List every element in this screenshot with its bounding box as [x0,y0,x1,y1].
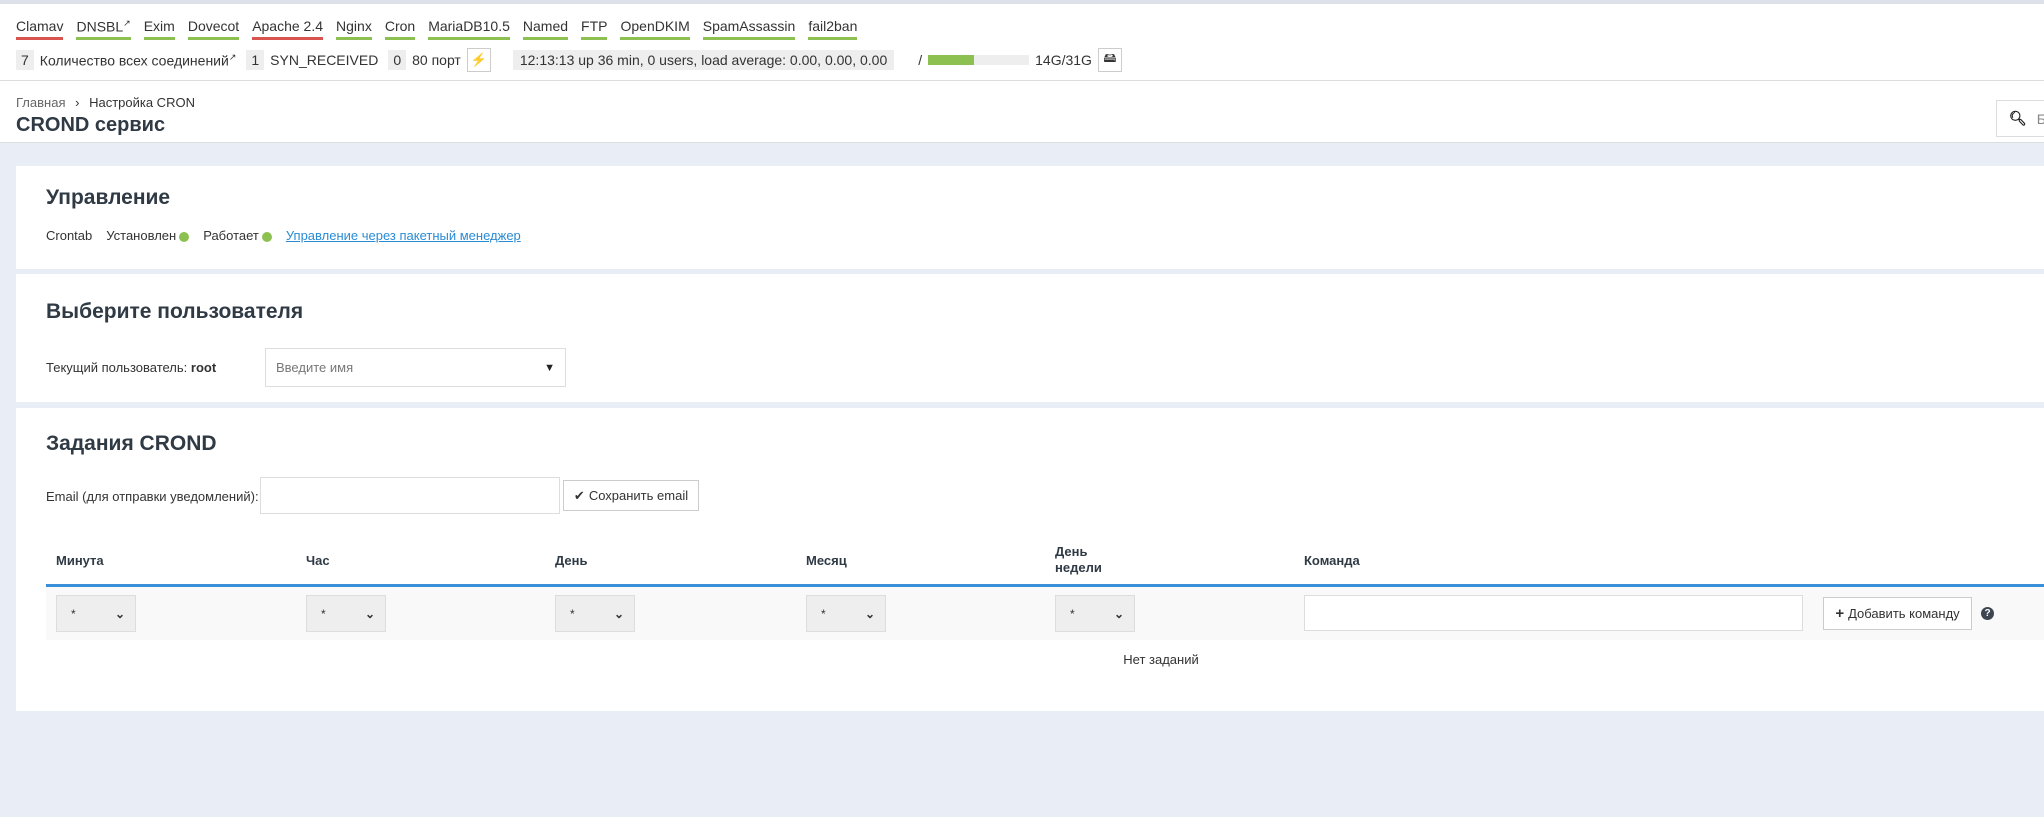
service-cron[interactable]: Cron [384,18,416,40]
chevron-down-icon: ⌄ [1113,606,1124,621]
select-weekday[interactable]: * ⌄ [1055,595,1135,632]
management-title: Управление [46,186,171,209]
breadcrumb-home[interactable]: Главная [16,95,66,110]
plus-icon: + [1835,605,1845,622]
hdd-icon[interactable]: 🖴 [1097,48,1122,72]
user-select-placeholder: Введите имя [276,360,354,375]
select-value: * [71,606,76,621]
col-hour: Час [306,553,330,568]
page-title: CROND сервис [16,114,166,136]
user-title: Выберите пользователя [46,300,304,323]
disk-usage-bar [928,55,1030,65]
jobs-card: Задания CROND Email (для отправки уведом… [16,408,2044,711]
service-dnsbl[interactable]: DNSBL↗ [76,18,131,40]
caret-down-icon: ▼ [544,361,555,374]
chevron-down-icon: ⌄ [613,606,624,621]
chevron-down-icon: ⌄ [864,606,875,621]
col-weekday: День недели [1055,544,1102,575]
select-value: * [1070,606,1075,621]
server-stats: 7 Количество всех соединений↗ 1 SYN_RECE… [16,48,1122,72]
syn-count: 1 [246,50,265,70]
breadcrumb-current: Настройка CRON [89,95,195,110]
command-input[interactable] [1304,595,1803,631]
select-value: * [321,606,326,621]
chevron-down-icon: ⌄ [114,606,125,621]
installed-status: Установлен [106,228,190,243]
select-hour[interactable]: * ⌄ [306,595,386,632]
connections-count: 7 [16,50,34,70]
crontab-status: Crontab Установлен Работает Управление ч… [46,228,521,243]
uptime: 12:13:13 up 36 min, 0 users, load averag… [512,50,895,70]
col-month: Месяц [806,553,847,568]
current-user-value: root [190,360,217,375]
add-command-button[interactable]: + Добавить команду [1823,597,1972,630]
crontab-label: Crontab [46,228,93,243]
package-manager-link[interactable]: Управление через пакетный менеджер [285,228,521,243]
user-select[interactable]: Введите имя ▼ [265,348,566,387]
search-box[interactable]: 🔍︎ Б [1996,100,2044,137]
service-dovecot[interactable]: Dovecot [187,18,240,40]
syn-label: SYN_RECEIVED [270,52,379,68]
service-ftp[interactable]: FTP [581,18,608,40]
chevron-down-icon: ⌄ [364,606,375,621]
check-icon: ✔ [573,487,585,503]
disk-mount: / [918,52,923,68]
plug-icon[interactable]: ⚡ [466,48,491,72]
services-list: Clamav DNSBL↗ Exim Dovecot Apache 2.4 Nginx Cr… [16,18,858,40]
search-placeholder: Б [2036,110,2044,127]
service-nginx[interactable]: Nginx [336,18,372,40]
col-minute: Минута [56,553,104,568]
port-label: 80 порт [412,52,461,68]
port-count: 0 [388,50,407,70]
service-spamassassin[interactable]: SpamAssassin [702,18,796,40]
service-apache-2-4[interactable]: Apache 2.4 [252,18,324,40]
service-clamav[interactable]: Clamav [16,18,64,40]
select-value: * [570,606,575,621]
col-day: День [555,553,588,568]
divider [0,80,2044,81]
service-named[interactable]: Named [522,18,569,40]
chevron-right-icon: › [75,95,80,110]
user-card: Выберите пользователя Текущий пользовате… [16,274,2044,402]
email-input[interactable] [260,477,560,514]
disk-label: 14G/31G [1035,52,1092,68]
top-bar: Clamav DNSBL↗ Exim Dovecot Apache 2.4 Nginx Cr… [0,0,2044,143]
current-user: Текущий пользователь: root [46,360,217,375]
table-header-line [46,584,2044,587]
breadcrumb: Главная › Настройка CRON [16,95,195,110]
jobs-title: Задания CROND [46,432,217,455]
select-day[interactable]: * ⌄ [555,595,635,632]
select-value: * [821,606,826,621]
empty-message: Нет заданий [1123,652,1199,667]
external-link-icon: ↗ [123,18,131,28]
help-icon[interactable]: ? [1981,607,1994,620]
connections-link[interactable]: Количество всех соединений↗ [39,51,237,69]
service-exim[interactable]: Exim [143,18,175,40]
col-command: Команда [1304,553,1360,568]
save-email-button[interactable]: ✔ Сохранить email [563,480,699,511]
service-fail2ban[interactable]: fail2ban [808,18,858,40]
external-link-icon: ↗ [228,51,237,62]
running-status: Работает [203,228,272,243]
email-label: Email (для отправки уведомлений): [46,489,259,504]
status-dot-icon [261,231,272,242]
status-dot-icon [179,231,190,242]
search-icon: 🔍︎ [2009,110,2027,126]
select-month[interactable]: * ⌄ [806,595,886,632]
service-mariadb10-5[interactable]: MariaDB10.5 [428,18,510,40]
management-card: Управление Crontab Установлен Работает У… [16,166,2044,269]
select-minute[interactable]: * ⌄ [56,595,136,632]
service-opendkim[interactable]: OpenDKIM [620,18,690,40]
